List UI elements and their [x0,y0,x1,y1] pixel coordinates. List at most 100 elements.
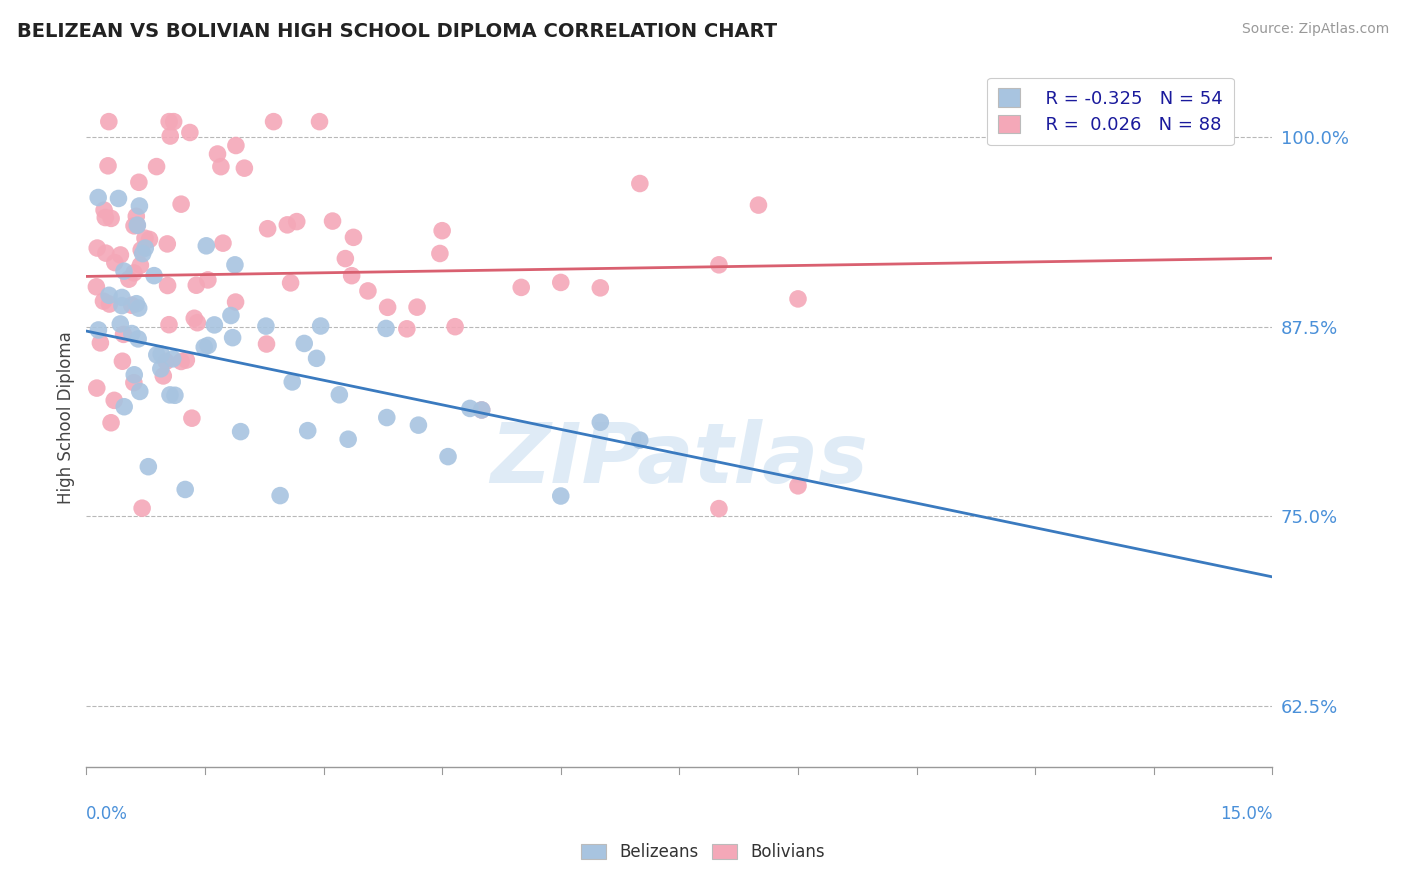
Point [122,368,145,382]
Point [121,326,143,341]
Point [180,411,202,425]
Point [395,322,418,336]
Point [97,159,120,173]
Point [129,258,152,272]
Point [305,351,328,366]
Point [337,432,360,446]
Point [747,198,769,212]
Point [134,241,156,255]
Point [186,278,208,293]
Point [93,203,115,218]
Point [110,248,132,262]
Point [128,384,150,399]
Point [122,266,145,280]
Point [98,297,121,311]
Point [155,354,177,368]
Point [209,160,232,174]
Point [254,319,277,334]
Point [229,425,252,439]
Point [94,211,117,225]
Point [292,336,315,351]
Point [94,246,117,260]
Point [297,424,319,438]
Point [143,268,166,283]
Point [111,290,134,304]
Point [98,288,121,302]
Point [233,161,256,176]
Point [221,331,243,345]
Point [170,197,193,211]
Point [628,177,651,191]
Point [150,347,173,361]
Point [104,255,127,269]
Text: Source: ZipAtlas.com: Source: ZipAtlas.com [1241,22,1389,37]
Point [550,489,572,503]
Point [86,280,108,294]
Point [375,410,398,425]
Point [437,450,460,464]
Point [707,501,730,516]
Point [112,264,135,278]
Point [110,317,132,331]
Point [100,416,122,430]
Point [86,241,108,255]
Point [174,483,197,497]
Point [97,114,120,128]
Point [430,224,453,238]
Point [308,114,330,128]
Point [197,338,219,352]
Y-axis label: High School Diploma: High School Diploma [58,331,75,504]
Point [111,299,134,313]
Point [159,129,181,144]
Point [280,276,302,290]
Point [86,381,108,395]
Point [444,319,467,334]
Legend: Belizeans, Bolivians: Belizeans, Bolivians [575,837,831,868]
Point [471,403,494,417]
Text: ZIPatlas: ZIPatlas [491,419,869,500]
Point [328,388,350,402]
Point [340,268,363,283]
Point [128,301,150,315]
Point [406,300,429,314]
Point [628,433,651,447]
Point [471,403,494,417]
Point [256,221,278,235]
Point [131,501,153,516]
Point [183,311,205,326]
Point [322,214,344,228]
Point [335,252,357,266]
Point [163,388,186,402]
Point [112,400,135,414]
Point [152,368,174,383]
Point [207,147,229,161]
Point [193,340,215,354]
Point [225,138,247,153]
Point [121,298,143,312]
Point [263,114,285,128]
Point [138,232,160,246]
Point [375,321,398,335]
Point [87,190,110,204]
Point [707,258,730,272]
Point [111,354,134,368]
Text: 0.0%: 0.0% [86,805,128,823]
Point [589,281,612,295]
Point [112,327,135,342]
Point [146,348,169,362]
Point [118,272,141,286]
Point [125,296,148,310]
Point [103,393,125,408]
Point [550,276,572,290]
Point [157,318,180,332]
Point [225,295,247,310]
Point [202,318,225,332]
Point [342,230,364,244]
Point [408,418,430,433]
Point [159,388,181,402]
Point [125,209,148,223]
Point [145,160,167,174]
Point [276,218,298,232]
Point [87,323,110,337]
Point [149,361,172,376]
